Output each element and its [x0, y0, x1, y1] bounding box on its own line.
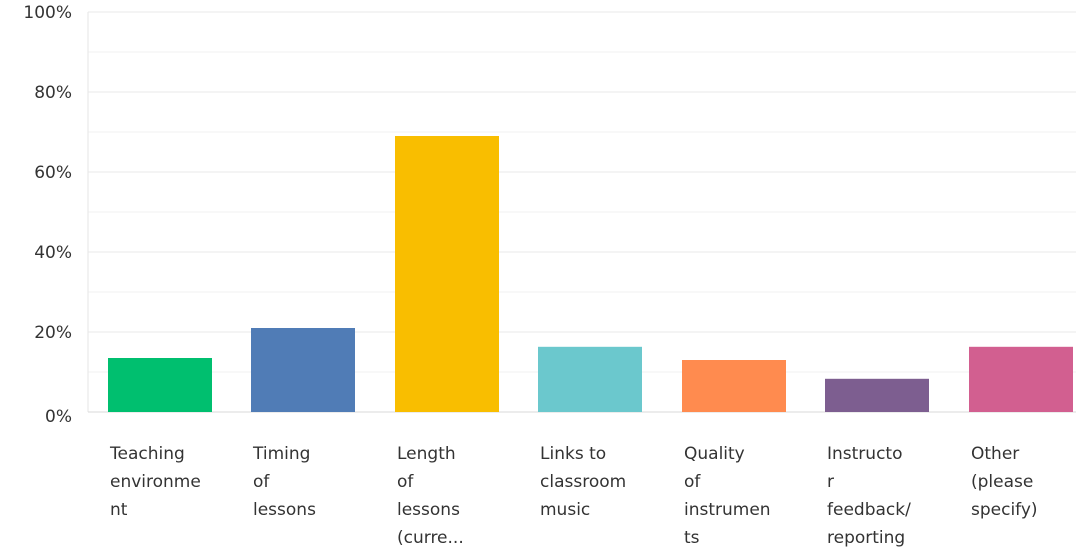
- bar-2[interactable]: [395, 136, 499, 412]
- x-tick-label-line: classroom: [540, 472, 626, 492]
- x-tick-label-line: instrumen: [684, 500, 771, 520]
- x-tick-label-line: ts: [684, 528, 700, 548]
- x-tick-label-line: of: [397, 472, 414, 492]
- y-tick-label: 80%: [34, 83, 72, 103]
- x-tick-label-line: feedback/: [827, 500, 911, 520]
- bar-6[interactable]: [969, 346, 1073, 412]
- bar-1[interactable]: [251, 328, 355, 412]
- x-tick-label-line: Other: [971, 444, 1019, 464]
- y-tick-label: 20%: [34, 323, 72, 343]
- x-tick-label: Instructo r feedback/reporting: [827, 444, 911, 548]
- x-tick-label-line: Teaching: [109, 444, 185, 464]
- x-tick-label-line: lessons: [253, 500, 316, 520]
- x-tick-label: Links to classroom music: [540, 444, 626, 520]
- x-tick-label-line: (curre...: [397, 528, 464, 548]
- x-tick-label-line: reporting: [827, 528, 905, 548]
- y-axis-ticks: 0% 20% 40% 60% 80% 100%: [23, 3, 72, 427]
- x-tick-label: Quality of instrumen ts: [684, 444, 771, 548]
- x-tick-label-line: Links to: [540, 444, 606, 464]
- x-tick-label-line: Quality: [684, 444, 745, 464]
- x-tick-label-line: of: [253, 472, 270, 492]
- bar-3[interactable]: [538, 346, 642, 412]
- y-tick-label: 0%: [45, 407, 72, 427]
- bars: [108, 136, 1073, 412]
- x-tick-label-line: Instructo: [827, 444, 903, 464]
- x-tick-label: Teaching environme nt: [109, 444, 201, 520]
- x-tick-label-line: of: [684, 472, 701, 492]
- y-tick-label: 40%: [34, 243, 72, 263]
- bar-4[interactable]: [682, 360, 786, 412]
- x-tick-label-line: (please: [971, 472, 1033, 492]
- x-tick-label-line: nt: [110, 500, 128, 520]
- x-tick-label-line: Timing: [252, 444, 310, 464]
- x-tick-label: Timing of lessons: [252, 444, 316, 520]
- x-tick-label-line: Length: [397, 444, 456, 464]
- x-tick-label: Length of lessons (curre...: [397, 444, 464, 548]
- y-tick-label: 60%: [34, 163, 72, 183]
- bar-5[interactable]: [825, 378, 929, 412]
- x-tick-label-line: r: [827, 472, 834, 492]
- x-tick-label-line: lessons: [397, 500, 460, 520]
- x-tick-label-line: environme: [110, 472, 201, 492]
- x-tick-label-line: music: [540, 500, 590, 520]
- y-tick-label: 100%: [23, 3, 72, 23]
- bar-0[interactable]: [108, 358, 212, 412]
- x-tick-label: Other (please specify): [971, 444, 1038, 520]
- x-tick-label-line: specify): [971, 500, 1038, 520]
